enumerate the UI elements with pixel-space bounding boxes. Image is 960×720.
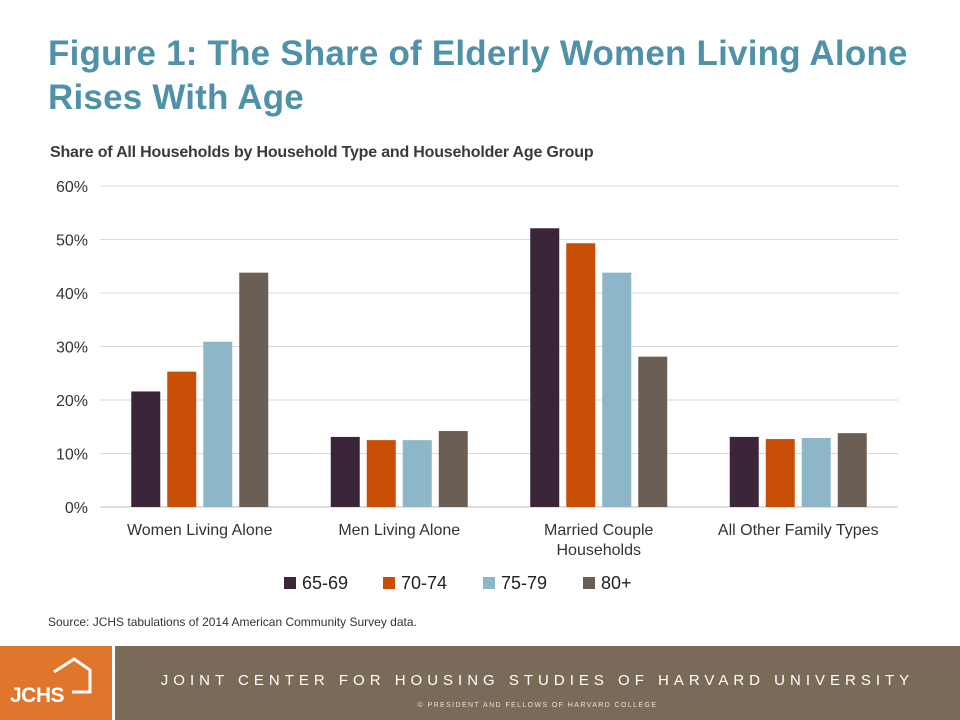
legend-swatch: [583, 577, 595, 589]
category-label: Married Couple: [544, 522, 653, 539]
bar-chart: 0% 10% 20% 30% 40% 50% 60% Women Living Alone M…: [56, 179, 898, 593]
bar: [438, 431, 468, 507]
category-label: Men Living Alone: [338, 522, 460, 539]
footer-band: JOINT CENTER FOR HOUSING STUDIES OF HARV…: [115, 646, 960, 720]
bar: [366, 440, 396, 507]
legend-label: 75-79: [501, 573, 547, 593]
bar: [239, 272, 269, 507]
legend-swatch: [284, 577, 296, 589]
legend-swatch: [483, 577, 495, 589]
copyright-note: © PRESIDENT AND FELLOWS OF HARVARD COLLE…: [417, 702, 658, 709]
bar: [638, 356, 668, 507]
jchs-logo: JCHS: [0, 646, 112, 720]
bar: [837, 433, 867, 507]
bar: [167, 371, 197, 507]
bar: [729, 436, 759, 507]
bar: [530, 228, 560, 507]
bars: [131, 228, 867, 507]
bar: [566, 243, 596, 507]
y-tick-label: 30%: [56, 340, 88, 357]
house-outline-icon: [53, 657, 92, 694]
source-note: Source: JCHS tabulations of 2014 America…: [48, 615, 417, 629]
legend-label: 80+: [601, 573, 632, 593]
bar: [765, 439, 795, 507]
legend-label: 70-74: [401, 573, 447, 593]
y-tick-label: 0%: [65, 500, 88, 517]
y-tick-label: 50%: [56, 233, 88, 250]
y-tick-label: 10%: [56, 447, 88, 464]
bar: [131, 391, 161, 507]
category-label: All Other Family Types: [718, 522, 879, 539]
legend-label: 65-69: [302, 573, 348, 593]
bar: [602, 272, 632, 507]
bar: [330, 436, 360, 507]
chart-title: Share of All Households by Household Typ…: [50, 144, 594, 161]
bar: [203, 341, 233, 507]
y-axis-ticks: 0% 10% 20% 30% 40% 50% 60%: [56, 179, 88, 517]
organization-name: JOINT CENTER FOR HOUSING STUDIES OF HARV…: [160, 672, 915, 689]
category-labels: Women Living Alone Men Living Alone Marrie…: [127, 522, 879, 559]
y-tick-label: 20%: [56, 393, 88, 410]
category-label: Women Living Alone: [127, 522, 273, 539]
category-label: Households: [557, 542, 642, 559]
bar: [402, 440, 432, 507]
bar: [801, 437, 831, 507]
y-tick-label: 40%: [56, 286, 88, 303]
logo-text: JCHS: [10, 684, 65, 707]
legend-swatch: [383, 577, 395, 589]
y-tick-label: 60%: [56, 179, 88, 196]
slide-title: Figure 1: The Share of Elderly Women Liv…: [48, 34, 908, 117]
legend: 65-69 70-74 75-79 80+: [284, 573, 632, 593]
gridlines: [100, 185, 898, 508]
